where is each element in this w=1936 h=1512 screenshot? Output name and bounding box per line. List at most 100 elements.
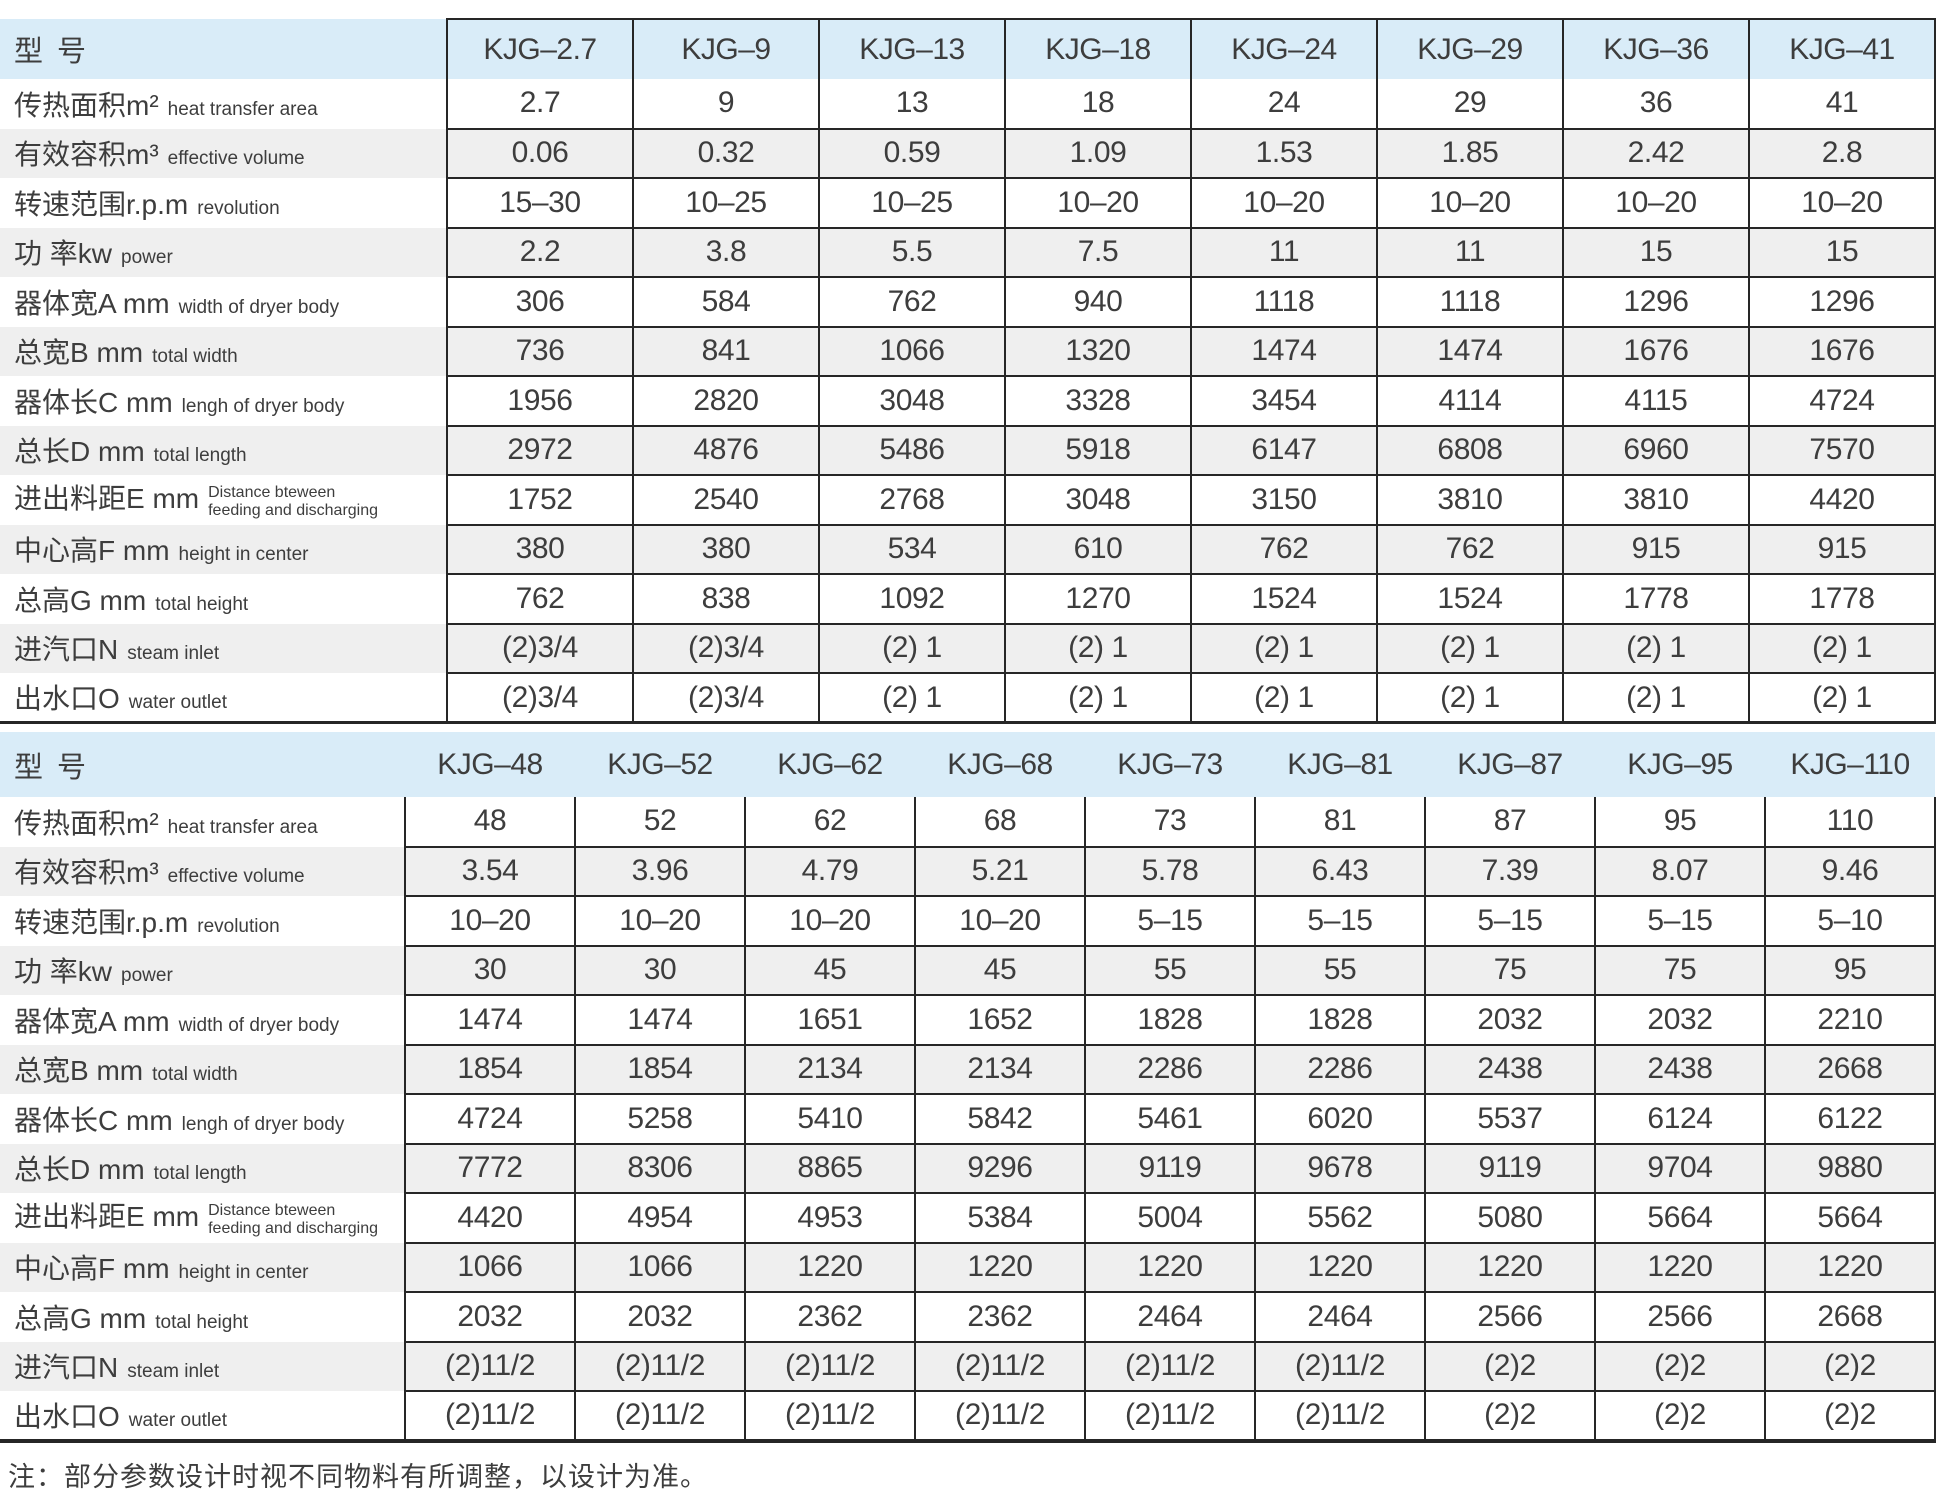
value-cell: (2)11/2 [404, 1340, 575, 1391]
param-en-label: water outlet [128, 692, 228, 713]
value-cell: 9678 [1254, 1142, 1425, 1193]
value-cell: 2668 [1764, 1291, 1936, 1342]
value-cell: 5537 [1424, 1093, 1595, 1144]
value-cell: 1474 [1190, 325, 1377, 376]
param-en-label: lengh of dryer body [181, 1113, 345, 1135]
value-cell: 2540 [632, 474, 819, 525]
param-cn-label: 进汽口N [14, 634, 119, 666]
value-cell: 13 [818, 79, 1005, 129]
param-en-label: revolution [197, 197, 280, 219]
param-label-cell: 转速范围r.p.m revolution [0, 896, 405, 946]
value-cell: 841 [632, 325, 819, 376]
table-row: 传热面积m² heat transfer area 2.7 9 13 18 24 29 36 41 [0, 79, 1936, 129]
param-cn-label: 进出料距E mm [14, 483, 200, 515]
param-en-label: total length [153, 1163, 247, 1185]
value-cell: 1320 [1004, 325, 1191, 376]
param-cn-label: 功 率kw [14, 956, 113, 988]
value-cell: 4.79 [744, 845, 915, 896]
value-cell: 5–15 [1594, 895, 1765, 946]
value-cell: 45 [914, 944, 1085, 995]
value-cell: 10–25 [632, 177, 819, 228]
value-cell: 5918 [1004, 424, 1191, 475]
value-cell: 1828 [1084, 994, 1255, 1045]
param-label-cell: 总宽B mm total width [0, 1045, 405, 1095]
value-cell: 68 [914, 797, 1085, 847]
value-cell: 10–20 [574, 895, 745, 946]
model-header-cell: KJG–18 [1004, 18, 1191, 79]
spec-table-1: 型 号 KJG–2.7 KJG–9 KJG–13 KJG–18 KJG–24 KJG–29 K… [0, 18, 1936, 724]
value-cell: 0.59 [818, 127, 1005, 178]
value-cell: 1474 [404, 994, 575, 1045]
param-label-cell: 有效容积m³ effective volume [0, 129, 447, 179]
table-header: 型 号 KJG–48 KJG–52 KJG–62 KJG–68 KJG–73 KJG–81 K… [0, 732, 1935, 797]
value-cell: 1524 [1190, 573, 1377, 624]
value-cell: 6960 [1562, 424, 1749, 475]
value-cell: 9119 [1424, 1142, 1595, 1193]
param-cn-label: 有效容积m³ [14, 139, 159, 171]
value-cell: 9704 [1594, 1142, 1765, 1193]
spec-sheet: 型 号 KJG–2.7 KJG–9 KJG–13 KJG–18 KJG–24 KJG–29 K… [0, 18, 1936, 1494]
value-cell: 1220 [1254, 1241, 1425, 1292]
value-cell: (2)3/4 [632, 622, 819, 673]
value-cell: 1474 [1376, 325, 1563, 376]
value-cell: (2)11/2 [404, 1390, 575, 1443]
value-cell: (2) 1 [1748, 672, 1936, 724]
value-cell: 7570 [1748, 424, 1936, 475]
param-en-label: width of dryer body [178, 1014, 340, 1036]
table-row: 功 率kw power 30 30 45 45 55 55 75 75 95 [0, 944, 1936, 995]
value-cell: 1220 [744, 1241, 915, 1292]
value-cell: (2)11/2 [574, 1340, 745, 1391]
value-cell: 4724 [404, 1093, 575, 1144]
value-cell: 2.8 [1748, 127, 1936, 178]
param-cn-label: 总长D mm [14, 436, 145, 468]
value-cell: 3048 [818, 375, 1005, 426]
value-cell: 2464 [1084, 1291, 1255, 1342]
value-cell: 3048 [1004, 474, 1191, 525]
value-cell: (2) 1 [1190, 672, 1377, 724]
value-cell: (2)11/2 [1084, 1390, 1255, 1443]
table-row: 器体长C mm lengh of dryer body 4724 5258 5410 58… [0, 1093, 1936, 1144]
value-cell: 1.53 [1190, 127, 1377, 178]
value-cell: 1652 [914, 994, 1085, 1045]
value-cell: 3.8 [632, 226, 819, 277]
param-label-cell: 总高G mm total height [0, 1292, 405, 1342]
param-label-cell: 功 率kw power [0, 228, 447, 278]
value-cell: 15 [1562, 226, 1749, 277]
param-en-label: total height [155, 1311, 249, 1333]
value-cell: 10–20 [1004, 177, 1191, 228]
value-cell: 7772 [404, 1142, 575, 1193]
value-cell: 30 [404, 944, 575, 995]
value-cell: 2566 [1594, 1291, 1765, 1342]
param-cn-label: 功 率kw [14, 238, 113, 270]
value-cell: (2)11/2 [574, 1390, 745, 1443]
value-cell: 4114 [1376, 375, 1563, 426]
value-cell: 87 [1424, 797, 1595, 847]
value-cell: 52 [574, 797, 745, 847]
value-cell: 1854 [574, 1043, 745, 1094]
value-cell: 75 [1594, 944, 1765, 995]
value-cell: (2) 1 [1562, 672, 1749, 724]
value-cell: 1296 [1562, 276, 1749, 327]
value-cell: 2032 [574, 1291, 745, 1342]
value-cell: 838 [632, 573, 819, 624]
param-cn-label: 总宽B mm [14, 1055, 144, 1087]
value-cell: 2668 [1764, 1043, 1936, 1094]
model-header-cell: KJG–13 [818, 18, 1005, 79]
value-cell: 1676 [1562, 325, 1749, 376]
value-cell: 2286 [1084, 1043, 1255, 1094]
value-cell: (2)3/4 [446, 622, 633, 673]
value-cell: 9880 [1764, 1142, 1936, 1193]
value-cell: 1270 [1004, 573, 1191, 624]
value-cell: 1220 [914, 1241, 1085, 1292]
model-header-cell: KJG–73 [1085, 732, 1255, 797]
value-cell: 9 [632, 79, 819, 129]
param-label-cell: 器体长C mm lengh of dryer body [0, 1094, 405, 1144]
value-cell: 4115 [1562, 375, 1749, 426]
model-header-cell: KJG–29 [1376, 18, 1563, 79]
param-en-label: Distance bteween feeding and discharging [208, 1202, 378, 1238]
value-cell: 45 [744, 944, 915, 995]
param-en-label: effective volume [167, 866, 305, 888]
value-cell: 610 [1004, 523, 1191, 574]
header-row: 型 号 KJG–48 KJG–52 KJG–62 KJG–68 KJG–73 KJG–81 K… [0, 732, 1935, 797]
value-cell: 3.96 [574, 845, 745, 896]
